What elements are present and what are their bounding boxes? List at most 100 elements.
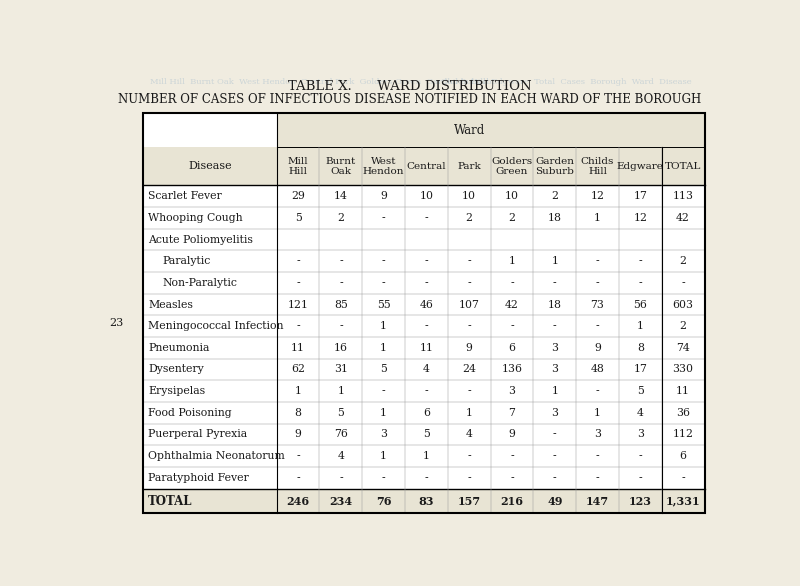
Text: -: - [339, 278, 342, 288]
Text: Garden
Suburb: Garden Suburb [535, 156, 574, 176]
Text: -: - [553, 451, 557, 461]
Text: -: - [553, 430, 557, 440]
Text: 4: 4 [466, 430, 473, 440]
Text: -: - [339, 256, 342, 266]
Text: 246   234   76   83   157   216   49   147   123   1,331: 246 234 76 83 157 216 49 147 123 1,331 [410, 490, 634, 499]
Text: -: - [510, 321, 514, 331]
Text: 3: 3 [551, 343, 558, 353]
Text: Childs Hill  Edgware  Total  Cases  Borough  Ward  Disease: Childs Hill Edgware Total Cases Borough … [441, 78, 692, 86]
Text: 2: 2 [509, 213, 515, 223]
Text: Meningococcal Infection: Meningococcal Infection [148, 321, 284, 331]
Text: 3: 3 [509, 386, 515, 396]
Text: -: - [296, 473, 300, 483]
Text: 6: 6 [509, 343, 515, 353]
Text: 8: 8 [637, 343, 644, 353]
Bar [143, 489, 705, 513]
Text: 121: 121 [287, 299, 309, 309]
Text: 12: 12 [634, 213, 647, 223]
Text: Pneumonia   Dysentery   Erysipelas   Food Poisoning   Puerperal Pyrexia   Ophtha: Pneumonia Dysentery Erysipelas Food Pois… [150, 501, 512, 509]
Text: 1: 1 [294, 386, 302, 396]
Text: -: - [596, 386, 599, 396]
Text: 6: 6 [423, 408, 430, 418]
Text: -: - [467, 278, 471, 288]
Bar [143, 147, 705, 185]
Text: -: - [296, 278, 300, 288]
Bar [277, 113, 705, 147]
Text: 330: 330 [673, 364, 694, 374]
Text: 1: 1 [466, 408, 473, 418]
Text: -: - [596, 321, 599, 331]
Text: -: - [382, 386, 386, 396]
Text: Pneumonia: Pneumonia [148, 343, 210, 353]
Text: Measles: Measles [148, 299, 194, 309]
Text: Mill
Hill: Mill Hill [288, 156, 309, 176]
Bar [143, 113, 705, 513]
Text: Acute Poliomyelitis: Acute Poliomyelitis [148, 234, 254, 244]
Text: 3: 3 [594, 430, 601, 440]
Text: TOTAL: TOTAL [148, 495, 193, 507]
Text: Dysentery: Dysentery [148, 364, 204, 374]
Text: -: - [596, 256, 599, 266]
Text: 18: 18 [548, 213, 562, 223]
Text: 5: 5 [380, 364, 387, 374]
Text: Ward: Ward [454, 124, 485, 137]
Text: Scarlet Fever: Scarlet Fever [148, 191, 222, 201]
Text: 2: 2 [680, 256, 686, 266]
Text: -: - [425, 473, 428, 483]
Text: -: - [339, 473, 342, 483]
Text: 9: 9 [294, 430, 302, 440]
Text: 29: 29 [291, 191, 305, 201]
Text: 55: 55 [377, 299, 390, 309]
Text: -: - [638, 278, 642, 288]
Text: 56: 56 [634, 299, 647, 309]
Text: 2: 2 [680, 321, 686, 331]
Text: 8: 8 [294, 408, 302, 418]
Text: 9: 9 [509, 430, 515, 440]
Text: Puerperal Pyrexia: Puerperal Pyrexia [148, 430, 247, 440]
Text: 234: 234 [330, 496, 353, 506]
Text: 2: 2 [551, 191, 558, 201]
Text: -: - [682, 473, 685, 483]
Text: Park: Park [458, 162, 481, 171]
Text: TABLE X.      WARD DISTRIBUTION: TABLE X. WARD DISTRIBUTION [288, 80, 532, 93]
Text: 2: 2 [466, 213, 473, 223]
Text: -: - [425, 278, 428, 288]
Text: 1: 1 [380, 451, 387, 461]
Text: Edgware: Edgware [617, 162, 664, 171]
Text: Central: Central [406, 162, 446, 171]
Text: 6: 6 [680, 451, 686, 461]
Text: 46: 46 [419, 299, 434, 309]
Text: 42: 42 [676, 213, 690, 223]
Text: Scarlet Fever   Whooping Cough   Acute Poliomyelitis   Measles   Meningococcal: Scarlet Fever Whooping Cough Acute Polio… [150, 490, 490, 499]
Text: -: - [382, 473, 386, 483]
Text: 5: 5 [637, 386, 644, 396]
Text: -: - [425, 256, 428, 266]
Text: 48: 48 [590, 364, 605, 374]
Text: -: - [296, 321, 300, 331]
Text: 147: 147 [586, 496, 609, 506]
Text: Paralytic: Paralytic [162, 256, 210, 266]
Text: 9: 9 [466, 343, 473, 353]
Text: 4: 4 [423, 364, 430, 374]
Text: 11: 11 [676, 386, 690, 396]
Text: -: - [553, 278, 557, 288]
Text: NUMBER OF CASES OF INFECTIOUS DISEASE NOTIFIED IN EACH WARD OF THE BOROUGH: NUMBER OF CASES OF INFECTIOUS DISEASE NO… [118, 93, 702, 106]
Text: 10: 10 [419, 191, 434, 201]
Text: Ophthalmia Neonatorum: Ophthalmia Neonatorum [148, 451, 285, 461]
Text: 112: 112 [673, 430, 694, 440]
Text: Paratyphoid Fever: Paratyphoid Fever [148, 473, 249, 483]
Text: -: - [382, 213, 386, 223]
Text: -: - [510, 278, 514, 288]
Text: 31: 31 [334, 364, 348, 374]
Text: 4: 4 [338, 451, 344, 461]
Text: 11: 11 [419, 343, 434, 353]
Text: 74: 74 [676, 343, 690, 353]
Text: 14: 14 [334, 191, 348, 201]
Text: 16: 16 [334, 343, 348, 353]
Text: 73: 73 [590, 299, 605, 309]
Text: 123: 123 [629, 496, 652, 506]
Text: -: - [296, 451, 300, 461]
Text: 10: 10 [505, 191, 519, 201]
Text: -: - [553, 321, 557, 331]
Text: 1: 1 [380, 321, 387, 331]
